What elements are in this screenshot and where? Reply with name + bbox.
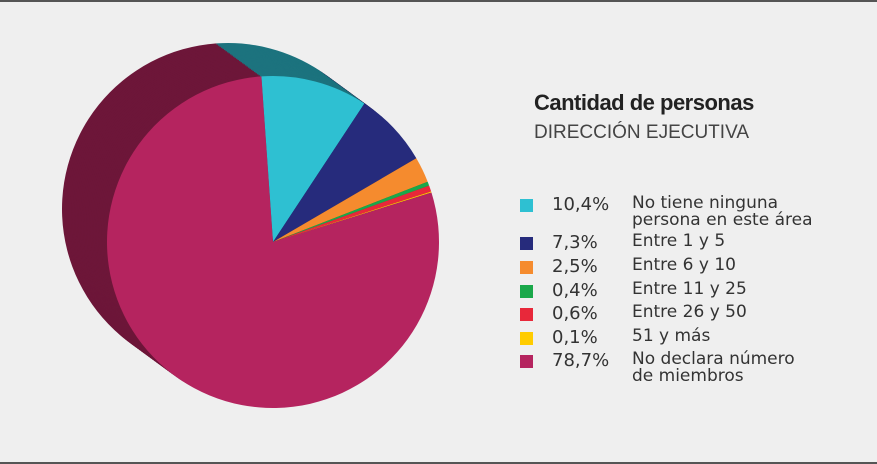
- legend-label: No declara número de miembros: [632, 349, 795, 386]
- legend-swatch: [520, 261, 533, 274]
- legend-value: 0,1%: [552, 327, 598, 348]
- legend-swatch: [520, 237, 533, 250]
- legend-label: No tiene ninguna persona en este área: [632, 193, 813, 230]
- pie-slice: [106, 76, 439, 408]
- legend-value: 0,4%: [552, 280, 598, 301]
- legend-swatch: [520, 332, 533, 345]
- legend-value: 78,7%: [552, 350, 610, 371]
- legend-value: 0,6%: [552, 303, 598, 324]
- legend-label: Entre 1 y 5: [632, 231, 726, 251]
- pie-slice: [273, 185, 432, 242]
- legend-value: 2,5%: [552, 256, 598, 277]
- pie-slice: [273, 181, 430, 242]
- chart-subtitle: DIRECCIÓN EJECUTIVA: [534, 122, 750, 143]
- legend-value: 7,3%: [552, 232, 598, 253]
- legend-swatch: [520, 285, 533, 298]
- pie-slice: [273, 158, 428, 242]
- legend-swatch: [520, 308, 533, 321]
- legend-label: Entre 26 y 50: [632, 302, 747, 322]
- chart-title: Cantidad de personas: [534, 90, 754, 115]
- pie-slice: [273, 191, 432, 242]
- legend-label: Entre 11 y 25: [632, 279, 747, 299]
- legend-swatch: [520, 199, 533, 212]
- legend-value: 10,4%: [552, 194, 610, 215]
- legend-swatch: [520, 355, 533, 368]
- pie-slice: [273, 103, 417, 242]
- legend-label: Entre 6 y 10: [632, 255, 736, 275]
- pie-slice: [261, 76, 365, 243]
- legend-label: 51 y más: [632, 326, 711, 346]
